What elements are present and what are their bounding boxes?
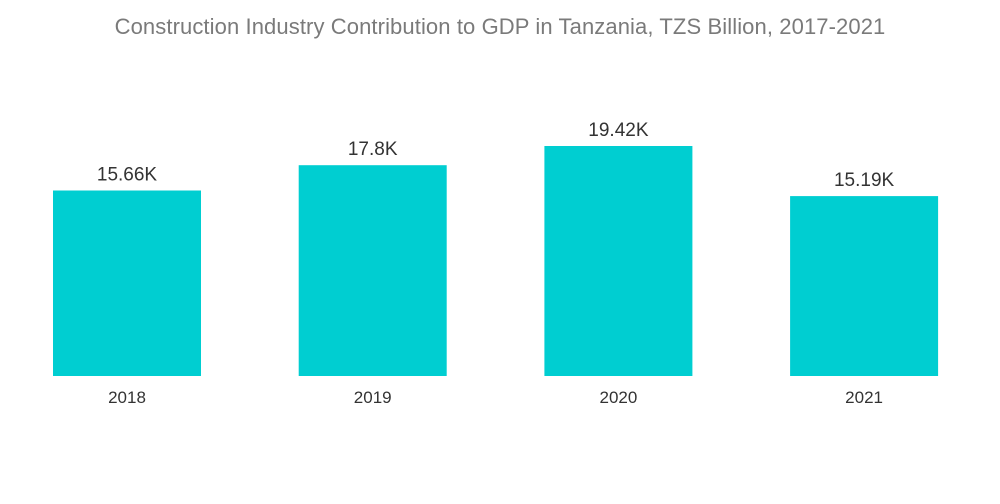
bar-2019	[298, 165, 447, 376]
data-label-2020: 19.42K	[588, 120, 649, 141]
data-label-2021: 15.19K	[834, 170, 895, 191]
chart-title: Construction Industry Contribution to GD…	[114, 14, 886, 39]
bar-2018	[53, 190, 201, 376]
bar-2020	[544, 146, 693, 376]
x-tick-label-2018: 2018	[108, 388, 146, 407]
bar-2021	[790, 196, 939, 376]
x-tick-label-2020: 2020	[599, 388, 637, 407]
x-tick-label-2021: 2021	[845, 388, 883, 407]
x-tick-label-2019: 2019	[354, 388, 392, 407]
data-label-2019: 17.8K	[348, 139, 398, 160]
data-label-2018: 15.66K	[97, 165, 158, 186]
